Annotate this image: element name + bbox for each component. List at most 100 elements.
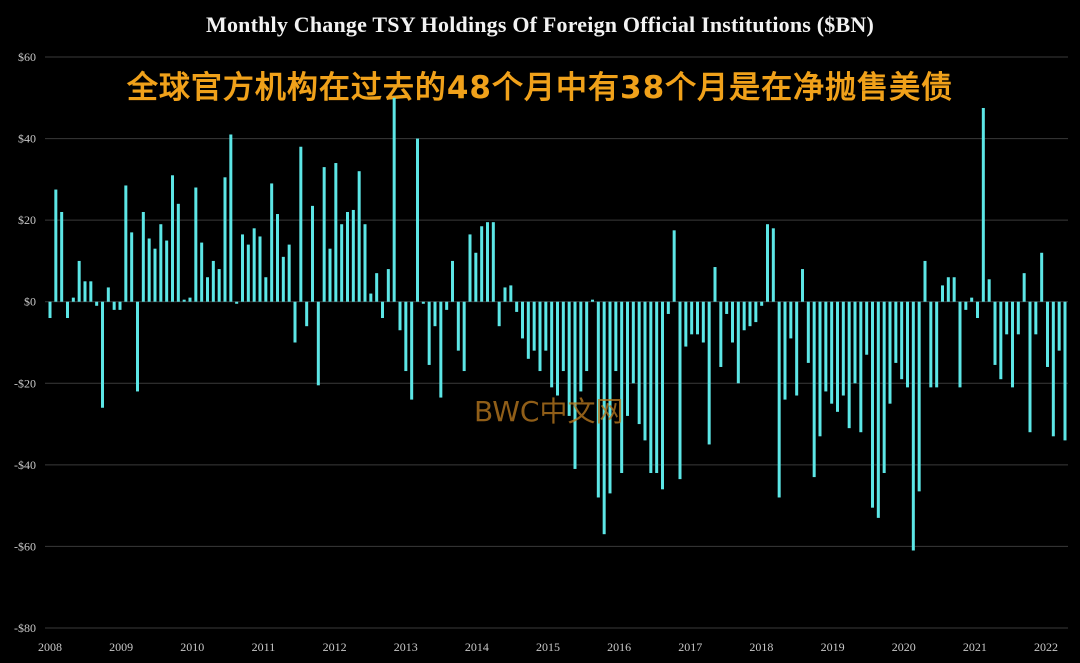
x-tick-label: 2015 [536,640,560,654]
y-tick-label: -$40 [14,458,36,472]
bar [112,301,116,310]
bar [981,107,985,302]
bar [672,230,676,302]
bar [141,211,145,302]
bar [841,301,845,396]
bar [941,285,944,302]
bar [783,301,787,400]
bar [585,301,589,372]
bar [246,244,250,302]
bar [1028,301,1032,433]
bar [182,299,186,302]
bar [701,301,705,343]
bar [591,299,594,302]
bar [381,301,384,319]
bar [882,301,886,474]
bar [95,301,99,306]
x-tick-label: 2020 [892,640,916,654]
bar [731,301,734,343]
bar [865,301,869,355]
bar [521,301,524,339]
bar [305,301,309,327]
bar [900,301,904,380]
bar [643,301,647,441]
bar [871,301,874,508]
bar [894,301,898,363]
bar [462,301,466,372]
bar [626,301,629,416]
bar [276,214,279,302]
bar [684,301,688,347]
bar [801,269,804,302]
x-tick-label: 2009 [109,640,133,654]
bar [229,134,233,302]
bar [480,226,484,302]
bar [398,301,402,331]
bar [538,301,542,372]
chart-title: Monthly Change TSY Holdings Of Foreign O… [206,12,874,37]
bar [830,301,834,404]
bar [923,260,927,302]
bar [678,301,682,480]
bar [958,301,962,388]
bar [252,228,256,302]
bar [427,301,431,365]
bar [357,171,361,302]
bar [812,301,816,478]
bar [532,301,536,351]
bar [351,209,355,302]
bar [853,301,857,384]
bar [946,277,950,302]
bar [999,301,1003,380]
bar [491,222,495,302]
bar [509,285,513,302]
bar [573,301,577,469]
bar [176,203,180,302]
bar [1034,301,1038,335]
bar [935,301,939,388]
y-tick-label: $40 [18,132,36,146]
bar [661,301,664,490]
bar [311,205,314,302]
bar [433,301,437,327]
bar [293,301,297,343]
bar [561,301,565,372]
bar [637,301,641,425]
bar [777,301,781,498]
bar [952,277,956,302]
x-tick-label: 2013 [394,640,418,654]
x-tick-label: 2011 [252,640,276,654]
y-tick-label: $20 [18,213,36,227]
x-tick-label: 2021 [963,640,987,654]
bar [287,244,291,302]
bar [964,301,968,310]
bar [771,228,775,302]
bar [806,301,810,363]
bar [264,277,268,302]
bar [130,232,134,302]
x-tick-label: 2008 [38,640,62,654]
bar [987,279,991,302]
bar [859,301,863,433]
bar [392,97,396,302]
bar [1063,301,1067,441]
bar [200,242,204,302]
bar [445,301,449,310]
bar [1046,301,1049,367]
bar [760,301,764,306]
bar [614,301,618,372]
bar [118,301,122,310]
x-tick-label: 2012 [323,640,347,654]
bar [159,224,163,302]
bar [346,211,349,302]
bar [970,297,974,302]
bar [421,301,425,304]
y-tick-label: -$20 [14,376,36,390]
bar [789,301,793,339]
bar [906,301,909,388]
bar [71,297,75,302]
bar [153,248,157,302]
bar [241,234,244,302]
bar [194,187,198,302]
